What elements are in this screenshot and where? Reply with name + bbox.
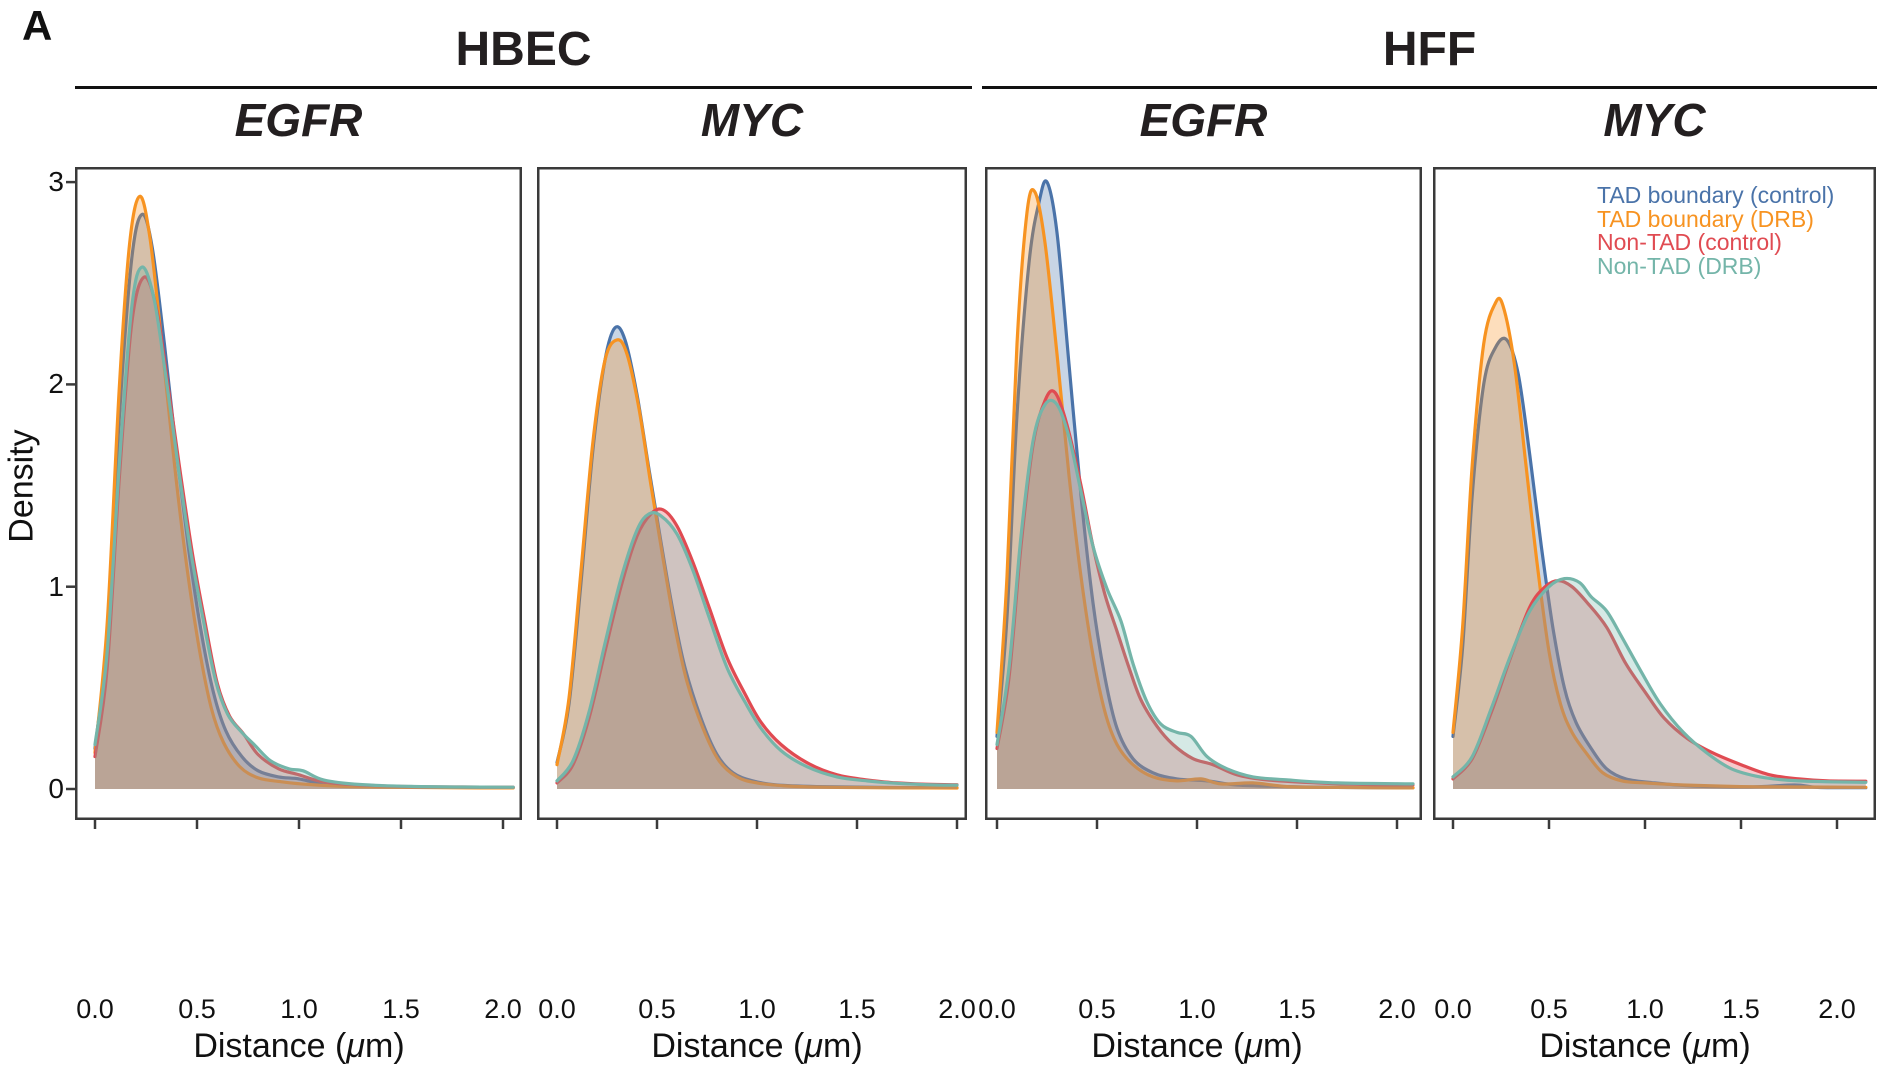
x-axis-title-suffix: m) <box>365 1027 405 1065</box>
density-panel-hbec-egfr: 0.0 0.5 1.0 1.5 2.0 Distance (μm) <box>66 167 522 1065</box>
x-tick-label: 1.5 <box>1722 994 1760 1024</box>
density-curve-tad-boundary-drb <box>995 188 1415 790</box>
density-curve-non-tad-drb <box>555 510 959 787</box>
panel-title-hff-egfr: EGFR <box>1139 94 1268 146</box>
group-underline-hbec <box>75 86 972 89</box>
legend: TAD boundary (control) TAD boundary (DRB)… <box>1597 182 1835 279</box>
x-tick-label: 0.0 <box>538 994 576 1024</box>
density-plot-svg-hbec-egfr <box>66 167 522 829</box>
density-area-non-tad-control <box>1453 580 1866 789</box>
y-axis-title: Density <box>2 429 41 543</box>
x-axis-title-prefix: Distance ( <box>193 1027 347 1065</box>
density-plot-svg-hbec-myc <box>537 167 967 829</box>
x-tick-label: 2.0 <box>938 994 976 1024</box>
x-axis-title-prefix: Distance ( <box>1539 1027 1693 1065</box>
x-axis-title-suffix: m) <box>823 1027 863 1065</box>
x-tick-label: 1.0 <box>1626 994 1664 1024</box>
y-tick-label: 1 <box>48 570 64 602</box>
density-area-tad-boundary-drb <box>95 196 514 790</box>
x-axis-title-prefix: Distance ( <box>651 1027 805 1065</box>
y-tick-label: 3 <box>48 166 64 198</box>
x-tick-label: 1.0 <box>738 994 776 1024</box>
density-area-tad-boundary-control <box>997 180 1413 789</box>
density-area-non-tad-control <box>95 276 514 789</box>
panel-title-hbec-egfr: EGFR <box>234 94 363 146</box>
density-curve-non-tad-drb <box>1451 576 1868 784</box>
density-area-non-tad-drb <box>95 267 514 789</box>
x-tick-label: 2.0 <box>1378 994 1416 1024</box>
density-curve-non-tad-drb <box>93 265 515 789</box>
x-tick-label: 0.5 <box>178 994 216 1024</box>
density-curve-tad-boundary-drb <box>1451 296 1868 789</box>
x-tick-label: 1.5 <box>838 994 876 1024</box>
panel-border <box>75 167 522 820</box>
x-tick-label: 0.5 <box>638 994 676 1024</box>
legend-item-tad-boundary-drb: TAD boundary (DRB) <box>1597 205 1814 232</box>
density-area-tad-boundary-drb <box>1453 298 1866 789</box>
density-area-non-tad-drb <box>1453 578 1866 789</box>
density-plot-svg-hff-egfr <box>985 167 1422 829</box>
group-title-hbec: HBEC <box>455 23 592 76</box>
panel-title-hbec-myc: MYC <box>700 94 804 146</box>
x-axis-title-hff-egfr: Distance (μm) <box>1077 1023 1317 1069</box>
x-tick-label: 1.5 <box>1278 994 1316 1024</box>
density-plot-svg-hff-myc <box>1433 167 1876 829</box>
figure-panel-label: A <box>22 2 53 49</box>
y-tick-label: 2 <box>48 368 64 400</box>
density-panel-hff-egfr: 0.0 0.5 1.0 1.5 2.0 Distance (μm) <box>978 167 1422 1065</box>
panel-border <box>985 167 1422 820</box>
density-area-non-tad-drb <box>557 512 957 789</box>
x-tick-label: 0.0 <box>978 994 1016 1024</box>
x-axis-title-prefix: Distance ( <box>1091 1027 1245 1065</box>
legend-item-tad-boundary-control: TAD boundary (control) <box>1597 182 1835 208</box>
group-title-hff: HFF <box>1382 23 1477 76</box>
x-axis-title-suffix: m) <box>1263 1027 1303 1065</box>
density-area-non-tad-control <box>997 390 1413 789</box>
density-curve-non-tad-drb <box>995 398 1415 786</box>
x-axis-title-hbec-egfr: Distance (μm) <box>179 1023 419 1069</box>
x-tick-label: 1.0 <box>280 994 318 1024</box>
x-axis-title-mu: μ <box>1692 1027 1712 1065</box>
legend-item-non-tad-control: Non-TAD (control) <box>1597 229 1782 255</box>
legend-item-non-tad-drb: Non-TAD (DRB) <box>1597 252 1762 279</box>
group-underline-hff <box>982 86 1877 89</box>
x-tick-label: 1.5 <box>382 994 420 1024</box>
density-area-non-tad-control <box>557 508 957 789</box>
density-panel-hbec-myc: 0.0 0.5 1.0 1.5 2.0 Distance (μm) <box>537 167 976 1065</box>
x-axis-title-mu: μ <box>1244 1027 1264 1065</box>
x-axis-title-hff-myc: Distance (μm) <box>1525 1023 1765 1069</box>
x-tick-label: 0.5 <box>1530 994 1568 1024</box>
density-area-tad-boundary-control <box>557 326 957 789</box>
density-curve-tad-boundary-drb <box>93 194 515 790</box>
x-tick-label: 0.0 <box>1434 994 1472 1024</box>
density-area-tad-boundary-drb <box>997 189 1413 790</box>
density-area-tad-boundary-drb <box>557 339 957 789</box>
density-area-tad-boundary-control <box>1453 338 1866 789</box>
x-axis-title-hbec-myc: Distance (μm) <box>637 1023 877 1069</box>
density-area-non-tad-drb <box>997 400 1413 789</box>
density-curve-tad-boundary-drb <box>555 338 959 790</box>
panel-border <box>1433 167 1876 820</box>
x-axis-title-mu: μ <box>346 1027 366 1065</box>
x-tick-label: 1.0 <box>1178 994 1216 1024</box>
x-tick-label: 0.5 <box>1078 994 1116 1024</box>
x-tick-label: 2.0 <box>484 994 522 1024</box>
panel-title-hff-myc: MYC <box>1603 94 1706 146</box>
x-axis-title-suffix: m) <box>1711 1027 1751 1065</box>
panel-border <box>537 167 967 820</box>
x-axis-title-mu: μ <box>804 1027 824 1065</box>
y-tick-label: 0 <box>48 773 64 804</box>
x-tick-label: 0.0 <box>76 994 114 1024</box>
x-tick-label: 2.0 <box>1818 994 1856 1024</box>
